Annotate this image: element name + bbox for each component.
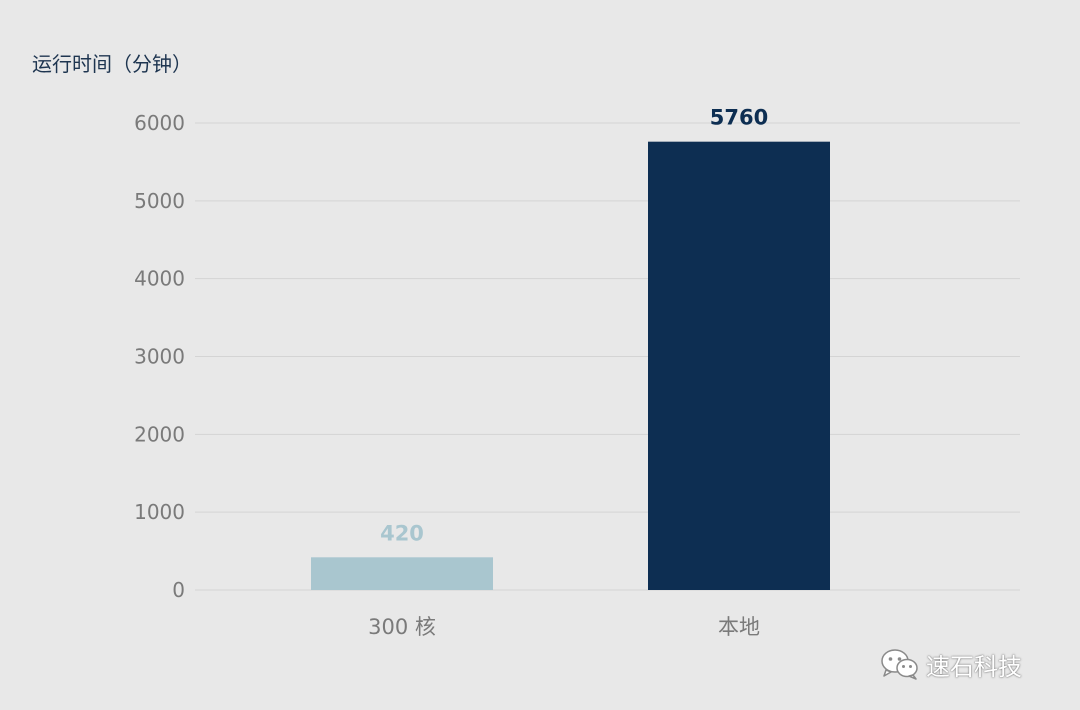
data-labels: 420 5760 [380,106,768,546]
bars [311,141,830,590]
y-tick-label: 6000 [134,111,185,135]
y-tick-label: 0 [172,578,185,602]
watermark-text: 速石科技 [926,652,1022,681]
y-tick-label: 2000 [134,422,185,446]
data-label: 420 [380,521,424,545]
x-tick-label: 300 核 [368,615,436,639]
bar-1 [311,557,493,590]
y-axis-title: 运行时间（分钟） [32,52,192,76]
x-tick-label: 本地 [718,615,760,639]
wechat-icon [881,649,918,680]
y-tick-label: 1000 [134,500,185,524]
y-tick-labels: 0 1000 2000 3000 4000 5000 6000 [134,111,185,602]
x-tick-labels: 300 核 本地 [368,615,760,639]
y-tick-label: 4000 [134,267,185,291]
watermark: 速石科技 [880,644,1022,684]
data-label: 5760 [710,106,768,130]
y-tick-label: 3000 [134,345,185,369]
gridlines [195,122,1020,591]
bar-2 [648,141,830,590]
y-tick-label: 5000 [134,189,185,213]
